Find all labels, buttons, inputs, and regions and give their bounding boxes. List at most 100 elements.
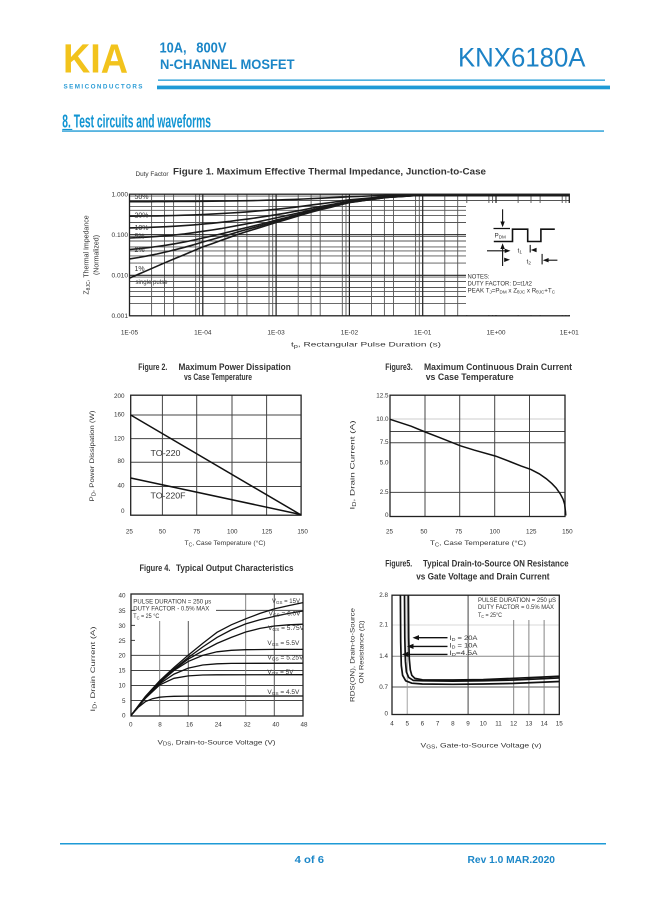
svg-text:PDM: PDM bbox=[495, 233, 507, 240]
svg-text:VDS, Drain-to-Source Voltage (: VDS, Drain-to-Source Voltage (V) bbox=[158, 739, 276, 747]
svg-text:vs Case Temperature: vs Case Temperature bbox=[426, 372, 514, 382]
svg-text:PEAK TJ=PDM x ZθJC x RθJC+TC: PEAK TJ=PDM x ZθJC x RθJC+TC bbox=[468, 289, 556, 295]
svg-text:120: 120 bbox=[114, 435, 125, 442]
svg-text:Duty Factor: Duty Factor bbox=[136, 171, 170, 178]
svg-text:2.5: 2.5 bbox=[380, 489, 389, 496]
svg-text:32: 32 bbox=[244, 721, 252, 728]
svg-text:35: 35 bbox=[118, 608, 126, 615]
svg-text:Typical Output Characteristics: Typical Output Characteristics bbox=[176, 563, 294, 573]
svg-text:0: 0 bbox=[385, 512, 389, 519]
svg-text:Typical Drain-to-Source ON Res: Typical Drain-to-Source ON Resistance bbox=[423, 559, 569, 569]
svg-text:N-CHANNEL MOSFET: N-CHANNEL MOSFET bbox=[160, 57, 295, 72]
svg-text:0.010: 0.010 bbox=[111, 273, 128, 280]
svg-text:VGS = 5.75V: VGS = 5.75V bbox=[268, 626, 304, 632]
svg-text:Figure 1. Maximum Effective Th: Figure 1. Maximum Effective Thermal Impe… bbox=[173, 167, 486, 177]
svg-text:13: 13 bbox=[525, 720, 533, 727]
svg-text:0: 0 bbox=[384, 711, 388, 718]
svg-text:0: 0 bbox=[121, 508, 125, 515]
svg-text:1.4: 1.4 bbox=[379, 653, 388, 660]
svg-text:5: 5 bbox=[405, 720, 409, 727]
svg-text:1E+01: 1E+01 bbox=[560, 329, 579, 336]
svg-text:1E+00: 1E+00 bbox=[487, 329, 506, 336]
svg-text:ID = 10A: ID = 10A bbox=[450, 642, 479, 649]
svg-text:Maximum Continuous Drain Curre: Maximum Continuous Drain Current bbox=[424, 362, 572, 372]
svg-text:7.5: 7.5 bbox=[380, 439, 389, 446]
svg-text:80: 80 bbox=[117, 458, 125, 465]
svg-text:TO-220: TO-220 bbox=[151, 449, 182, 458]
svg-text:2.8: 2.8 bbox=[379, 592, 388, 599]
svg-text:VGS = 5.25V: VGS = 5.25V bbox=[267, 656, 303, 662]
svg-text:100: 100 bbox=[227, 528, 238, 535]
svg-text:Figure 4.: Figure 4. bbox=[140, 563, 171, 573]
svg-text:6: 6 bbox=[421, 720, 425, 727]
svg-text:VGS = 15V: VGS = 15V bbox=[272, 599, 300, 605]
svg-text:40: 40 bbox=[117, 483, 125, 490]
svg-text:5%: 5% bbox=[135, 234, 145, 241]
svg-text:4 of 6: 4 of 6 bbox=[295, 855, 325, 866]
svg-text:KNX6180A: KNX6180A bbox=[458, 42, 586, 72]
svg-text:tp, Rectangular Pulse Duration: tp, Rectangular Pulse Duration (s) bbox=[291, 342, 441, 350]
svg-text:Figure 2.: Figure 2. bbox=[138, 362, 167, 372]
svg-text:t2: t2 bbox=[527, 259, 532, 266]
svg-text:10%: 10% bbox=[135, 225, 149, 232]
svg-text:2.1: 2.1 bbox=[379, 621, 388, 628]
svg-text:24: 24 bbox=[215, 721, 223, 728]
svg-text:12: 12 bbox=[510, 720, 518, 727]
svg-text:10.0: 10.0 bbox=[376, 416, 389, 423]
svg-text:Figure3.: Figure3. bbox=[385, 362, 413, 372]
svg-text:ZθJC, Thermal Impedance: ZθJC, Thermal Impedance bbox=[84, 215, 92, 294]
svg-text:125: 125 bbox=[262, 528, 273, 535]
svg-text:1%: 1% bbox=[135, 266, 145, 273]
svg-text:ON Resistance (Ω): ON Resistance (Ω) bbox=[359, 621, 366, 684]
svg-text:1E-02: 1E-02 bbox=[341, 329, 359, 336]
svg-text:160: 160 bbox=[114, 412, 125, 419]
svg-text:VGS = 5.5V: VGS = 5.5V bbox=[267, 641, 299, 647]
svg-text:PULSE DURATION = 250 μS: PULSE DURATION = 250 μS bbox=[478, 598, 556, 604]
svg-text:TO-220F: TO-220F bbox=[151, 492, 186, 501]
svg-text:800V: 800V bbox=[196, 40, 226, 57]
svg-text:1E-05: 1E-05 bbox=[121, 329, 139, 336]
svg-text:100: 100 bbox=[489, 528, 500, 535]
svg-text:vs Case Temperature: vs Case Temperature bbox=[184, 372, 252, 382]
svg-text:PULSE DURATION = 250 μs: PULSE DURATION = 250 μs bbox=[133, 599, 211, 605]
svg-text:5: 5 bbox=[122, 698, 126, 705]
svg-text:25: 25 bbox=[386, 528, 394, 535]
svg-text:5.0: 5.0 bbox=[380, 460, 389, 467]
svg-text:ID, Drain Current (A): ID, Drain Current (A) bbox=[90, 627, 98, 712]
svg-text:ID = 20A: ID = 20A bbox=[450, 635, 479, 642]
svg-text:8: 8 bbox=[451, 720, 455, 727]
svg-text:20: 20 bbox=[118, 652, 126, 659]
svg-text:0.100: 0.100 bbox=[111, 232, 128, 239]
svg-text:single pulse: single pulse bbox=[136, 279, 168, 286]
svg-text:0: 0 bbox=[122, 713, 126, 720]
svg-text:RDS(ON), Drain-to-Source: RDS(ON), Drain-to-Source bbox=[350, 608, 357, 702]
svg-text:9: 9 bbox=[466, 720, 470, 727]
svg-text:50: 50 bbox=[420, 528, 428, 535]
svg-text:10: 10 bbox=[118, 683, 126, 690]
svg-text:48: 48 bbox=[300, 721, 308, 728]
svg-text:VGS, Gate-to-Source Voltage (v: VGS, Gate-to-Source Voltage (v) bbox=[421, 742, 542, 750]
svg-text:50: 50 bbox=[159, 528, 167, 535]
svg-text:VGS = 4.5V: VGS = 4.5V bbox=[267, 690, 299, 696]
svg-text:vs Gate Voltage and Drain Curr: vs Gate Voltage and Drain Current bbox=[416, 571, 549, 581]
svg-text:Figure5.: Figure5. bbox=[385, 559, 412, 569]
svg-text:40: 40 bbox=[272, 721, 280, 728]
svg-text:30: 30 bbox=[118, 623, 126, 630]
svg-text:1E-03: 1E-03 bbox=[267, 329, 285, 336]
svg-text:1.000: 1.000 bbox=[111, 191, 128, 198]
svg-text:ID=4.5A: ID=4.5A bbox=[450, 650, 479, 657]
svg-text:DUTY FACTOR - 0.5% MAX: DUTY FACTOR - 0.5% MAX bbox=[133, 606, 209, 612]
svg-text:40: 40 bbox=[118, 593, 126, 600]
svg-text:8: 8 bbox=[158, 721, 162, 728]
svg-text:(Normalized): (Normalized) bbox=[94, 235, 101, 275]
svg-text:15: 15 bbox=[118, 667, 126, 674]
svg-text:TC = 25°C: TC = 25°C bbox=[478, 613, 503, 619]
svg-text:0.7: 0.7 bbox=[379, 684, 388, 691]
svg-text:11: 11 bbox=[495, 720, 502, 727]
svg-text:125: 125 bbox=[526, 528, 537, 535]
svg-text:10A,: 10A, bbox=[160, 40, 187, 57]
svg-text:VGS = 6.0V: VGS = 6.0V bbox=[269, 612, 301, 618]
svg-text:75: 75 bbox=[455, 528, 463, 535]
svg-text:1E-01: 1E-01 bbox=[414, 329, 432, 336]
svg-text:200: 200 bbox=[114, 393, 125, 400]
